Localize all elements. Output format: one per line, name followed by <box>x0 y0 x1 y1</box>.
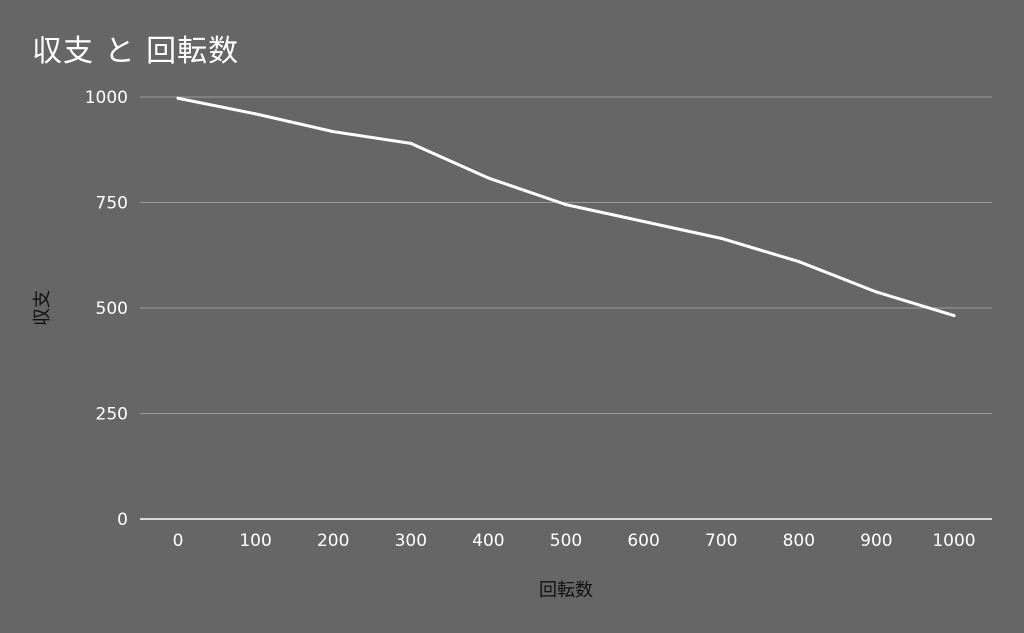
series-layer <box>176 96 956 318</box>
x-tick-label: 200 <box>317 531 349 551</box>
data-point <box>874 290 878 294</box>
gridlines <box>140 96 992 414</box>
data-point <box>642 219 646 223</box>
data-point <box>952 314 956 318</box>
x-tick-label: 900 <box>860 531 892 551</box>
x-tick-label: 300 <box>395 531 427 551</box>
chart-title: 収支 と 回転数 <box>32 34 240 69</box>
x-axis-title: 回転数 <box>539 580 593 601</box>
y-tick-label: 500 <box>96 299 128 319</box>
data-point <box>409 141 413 145</box>
data-point <box>486 176 490 180</box>
x-tick-label: 500 <box>550 531 582 551</box>
y-tick-label: 1000 <box>85 88 128 108</box>
y-axis-title: 収支 <box>32 290 53 326</box>
y-tick-label: 0 <box>117 510 128 530</box>
x-tick-label: 100 <box>239 531 271 551</box>
data-point <box>797 260 801 264</box>
data-point <box>719 236 723 240</box>
data-point <box>331 130 335 134</box>
data-point <box>176 96 180 100</box>
x-tick-label: 800 <box>783 531 815 551</box>
x-tick-label: 1000 <box>932 531 975 551</box>
data-point <box>254 112 258 116</box>
data-point <box>564 203 568 207</box>
y-tick-label: 250 <box>96 405 128 425</box>
x-tick-label: 400 <box>472 531 504 551</box>
series-line-0 <box>176 96 956 318</box>
x-tick-label: 600 <box>627 531 659 551</box>
x-tick-label: 700 <box>705 531 737 551</box>
y-tick-label: 750 <box>96 194 128 214</box>
x-axis-ticks: 0 100 200 300 400 500 600 700 800 900 1000 <box>173 531 976 551</box>
x-tick-label: 0 <box>173 531 184 551</box>
y-axis-ticks: 0 250 500 750 1000 <box>85 88 128 530</box>
